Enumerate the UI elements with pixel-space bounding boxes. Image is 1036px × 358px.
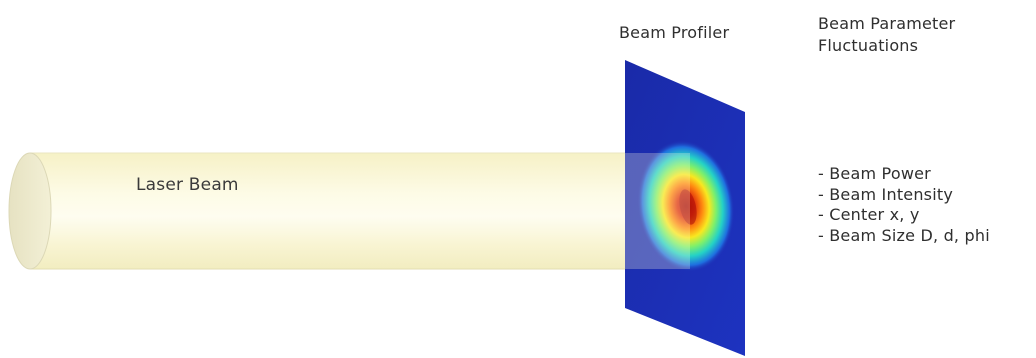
beam-end-cap: [8, 152, 52, 270]
beam-overlay-on-screen: [625, 153, 690, 269]
beam-profiler-label: Beam Profiler: [619, 23, 730, 42]
beam-spot-core: [679, 189, 697, 225]
fluctuation-item: - Beam Intensity: [818, 184, 953, 204]
beam-profiler-screen: [625, 60, 745, 356]
fluctuation-item: - Beam Power: [818, 164, 931, 183]
fluctuation-item: - Center x, y: [818, 205, 920, 224]
fluctuation-item: - Beam Size D, d, phi: [818, 225, 990, 245]
fluctuations-title: Beam Parameter Fluctuations: [818, 14, 956, 55]
laser-beam-label: Laser Beam: [136, 175, 239, 195]
fluctuations-list: - Beam Power - Beam Intensity - Center x…: [818, 164, 990, 246]
beam-body: [30, 153, 690, 269]
laser-beam: [8, 152, 690, 270]
